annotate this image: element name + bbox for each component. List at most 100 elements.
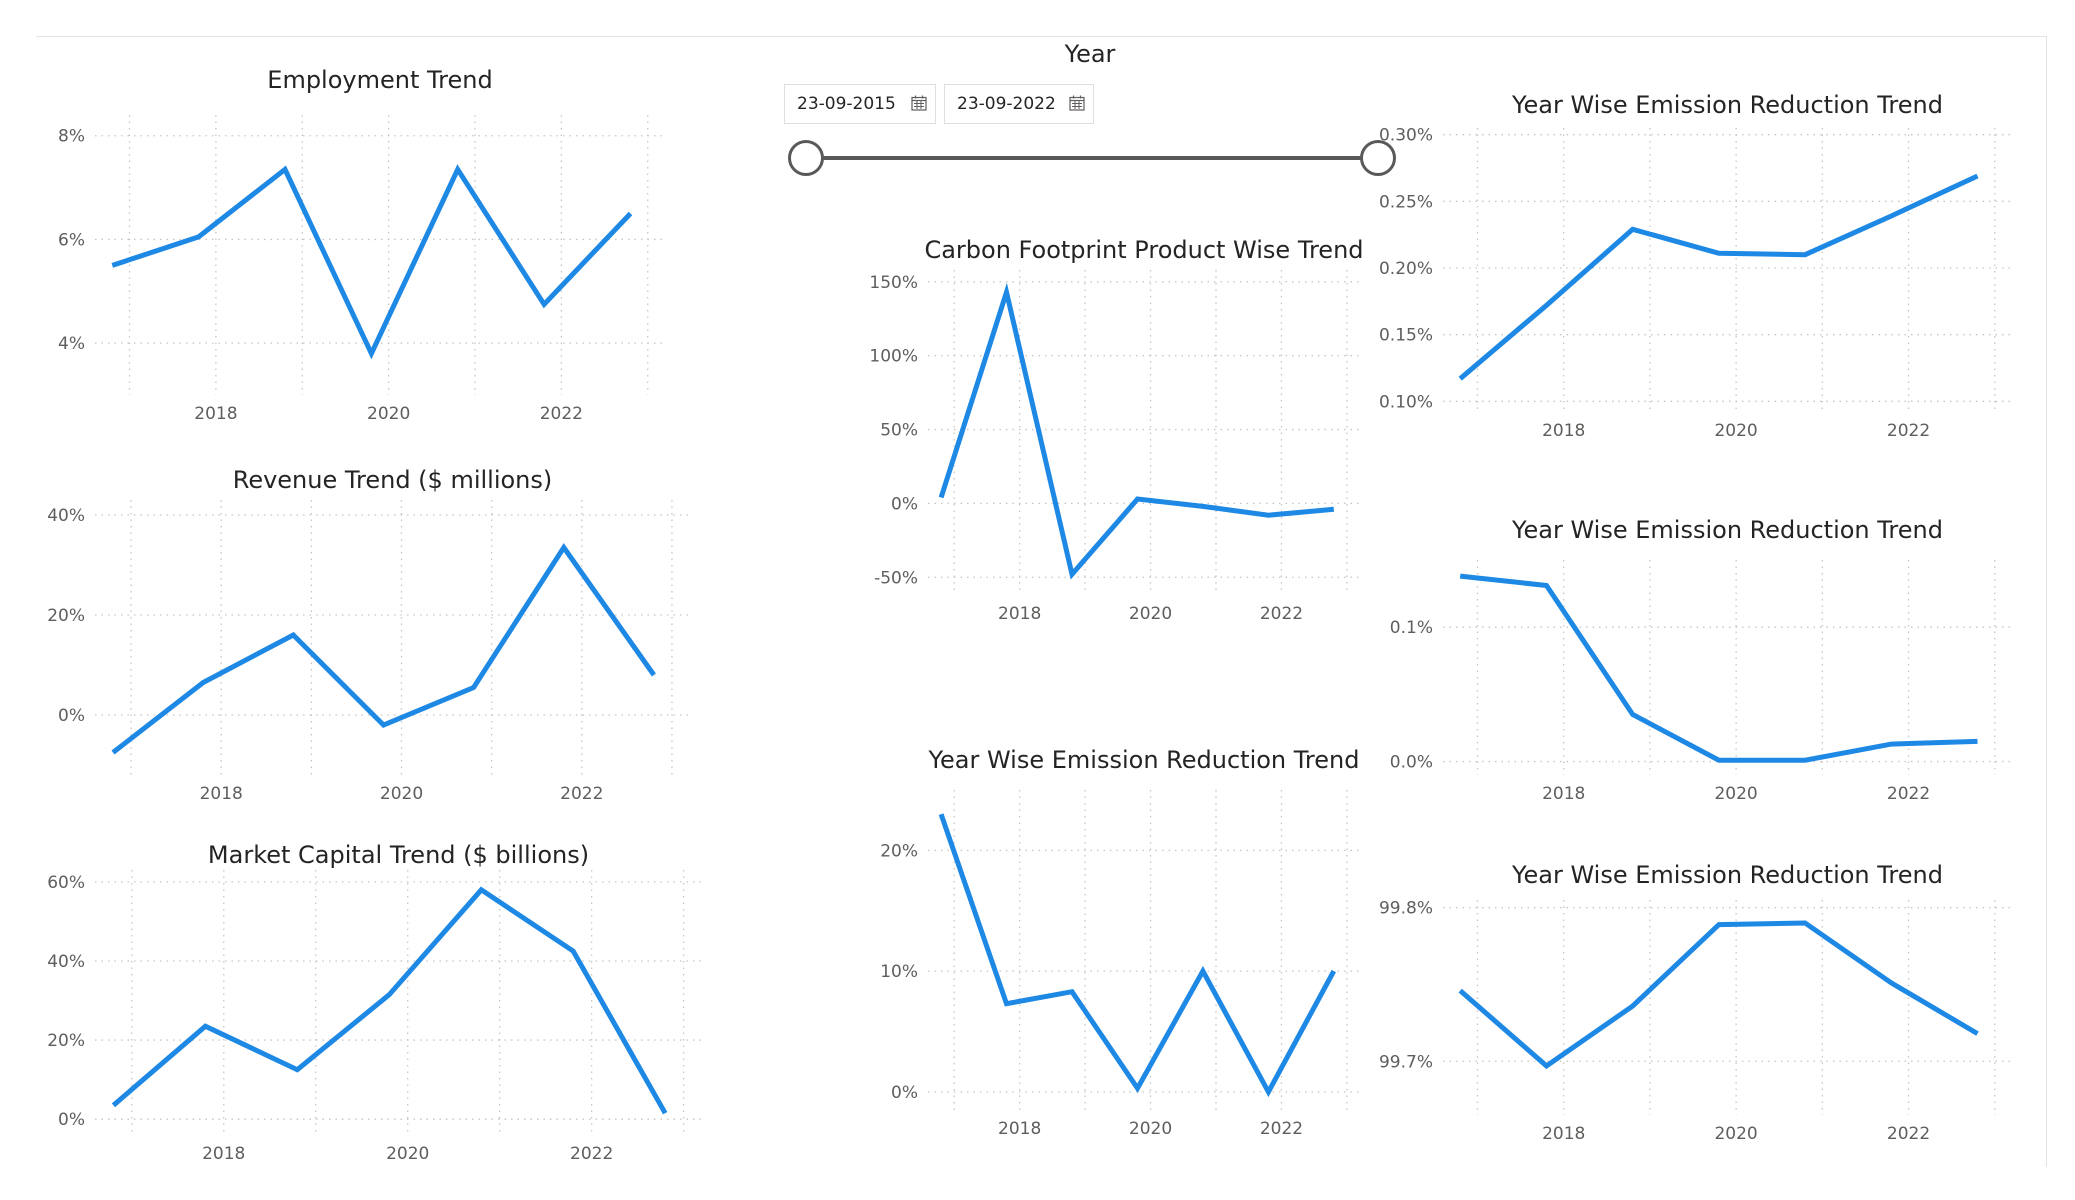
y-tick-label: 40% [47, 952, 85, 972]
data-point[interactable] [1713, 919, 1725, 931]
series-line[interactable] [111, 886, 668, 1115]
data-point[interactable] [567, 945, 579, 957]
series-line[interactable] [938, 282, 1335, 580]
chart-svg: Year Wise Emission Reduction Trend 99.7% 9… [1379, 861, 2012, 1144]
y-tick-label: 0.0% [1390, 753, 1433, 773]
series-line[interactable] [111, 164, 633, 360]
x-tick-label: 2020 [1714, 1124, 1757, 1144]
end-date-input[interactable]: 23-09-2022 [944, 84, 1094, 124]
y-tick-label: 0% [58, 706, 85, 726]
end-date-value: 23-09-2022 [957, 94, 1056, 114]
data-point[interactable] [106, 259, 118, 271]
data-point[interactable] [558, 542, 570, 554]
data-point[interactable] [377, 719, 389, 731]
x-tick-label: 2018 [998, 604, 1041, 624]
data-point[interactable] [1454, 985, 1466, 997]
employment-trend-chart: Employment Trend 4% 6% 8% 2018 2020 2022 [58, 55, 760, 455]
data-point[interactable] [1001, 286, 1013, 298]
data-point[interactable] [1627, 1000, 1639, 1012]
data-point[interactable] [1627, 223, 1639, 235]
data-point[interactable] [468, 682, 480, 694]
slider-start-handle[interactable] [788, 140, 824, 176]
data-point[interactable] [291, 1064, 303, 1076]
series-line[interactable] [111, 543, 656, 755]
data-point[interactable] [1972, 170, 1984, 182]
data-point[interactable] [1262, 509, 1274, 521]
data-point[interactable] [287, 629, 299, 641]
y-tick-label: 0.20% [1379, 259, 1433, 279]
x-tick-label: 2018 [998, 1119, 1041, 1139]
x-tick-label: 2022 [1260, 1119, 1303, 1139]
y-tick-label: 99.8% [1379, 899, 1433, 919]
series-line[interactable] [1459, 573, 1978, 763]
data-point[interactable] [1713, 247, 1725, 259]
data-point[interactable] [1540, 580, 1552, 592]
data-point[interactable] [452, 163, 464, 175]
data-point[interactable] [538, 298, 550, 310]
data-point[interactable] [1454, 570, 1466, 582]
series-line[interactable] [1458, 920, 1979, 1070]
y-tick-label: 20% [47, 606, 85, 626]
data-point[interactable] [199, 1020, 211, 1032]
x-tick-label: 2020 [367, 404, 410, 424]
series-line[interactable] [938, 813, 1336, 1098]
chart-title: Carbon Footprint Product Wise Trend [924, 236, 1363, 264]
data-point[interactable] [1972, 735, 1984, 747]
data-point[interactable] [1885, 738, 1897, 750]
data-point[interactable] [197, 677, 209, 689]
slider-track[interactable] [806, 156, 1378, 160]
data-point[interactable] [1799, 249, 1811, 261]
data-point[interactable] [1885, 977, 1897, 989]
data-point[interactable] [1713, 754, 1725, 766]
data-point[interactable] [659, 1107, 671, 1119]
x-tick-label: 2020 [1129, 604, 1172, 624]
data-point[interactable] [1799, 917, 1811, 929]
data-point[interactable] [383, 989, 395, 1001]
data-point[interactable] [107, 747, 119, 759]
data-point[interactable] [107, 1099, 119, 1111]
x-tick-label: 2018 [1542, 784, 1585, 804]
data-point[interactable] [1540, 1060, 1552, 1072]
data-point[interactable] [1197, 965, 1209, 977]
calendar-icon[interactable] [911, 95, 927, 111]
data-point[interactable] [193, 231, 205, 243]
data-point[interactable] [1197, 500, 1209, 512]
data-point[interactable] [1540, 299, 1552, 311]
data-point[interactable] [1885, 210, 1897, 222]
data-point[interactable] [1799, 754, 1811, 766]
data-point[interactable] [475, 884, 487, 896]
data-point[interactable] [1972, 1028, 1984, 1040]
data-point[interactable] [1262, 1086, 1274, 1098]
x-tick-label: 2022 [1887, 1124, 1930, 1144]
series-line[interactable] [1458, 173, 1979, 381]
data-point[interactable] [365, 348, 377, 360]
y-tick-label: 0.15% [1379, 326, 1433, 346]
data-point[interactable] [1328, 503, 1340, 515]
data-point[interactable] [1328, 965, 1340, 977]
data-point[interactable] [1627, 709, 1639, 721]
data-point[interactable] [1454, 373, 1466, 385]
data-point[interactable] [935, 808, 947, 820]
y-tick-label: 4% [58, 334, 85, 354]
carbon-footprint-trend-chart: Carbon Footprint Product Wise Trend -50% 0… [860, 225, 1420, 624]
start-date-input[interactable]: 23-09-2015 [784, 84, 936, 124]
data-point[interactable] [648, 669, 660, 681]
data-point[interactable] [624, 208, 636, 220]
data-point[interactable] [1066, 986, 1078, 998]
data-point[interactable] [1131, 493, 1143, 505]
x-tick-label: 2018 [194, 404, 237, 424]
start-date-value: 23-09-2015 [797, 94, 896, 114]
emission-reduction-trend-chart-right-top: Year Wise Emission Reduction Trend 0.10% 0… [1379, 80, 2030, 441]
emission-reduction-trend-chart-middle: Year Wise Emission Reduction Trend 0% 10% 2… [860, 735, 1420, 1139]
chart-svg: Year Wise Emission Reduction Trend 0% 10% 2… [880, 746, 1360, 1139]
data-point[interactable] [279, 163, 291, 175]
x-tick-label: 2022 [1887, 421, 1930, 441]
report-canvas [36, 36, 2047, 1167]
slider-end-handle[interactable] [1360, 140, 1396, 176]
calendar-icon[interactable] [1069, 95, 1085, 111]
data-point[interactable] [1001, 998, 1013, 1010]
data-point[interactable] [935, 492, 947, 504]
data-point[interactable] [1131, 1082, 1143, 1094]
chart-svg: Market Capital Trend ($ billions) 0% 20% 40… [47, 841, 702, 1164]
data-point[interactable] [1066, 568, 1078, 580]
